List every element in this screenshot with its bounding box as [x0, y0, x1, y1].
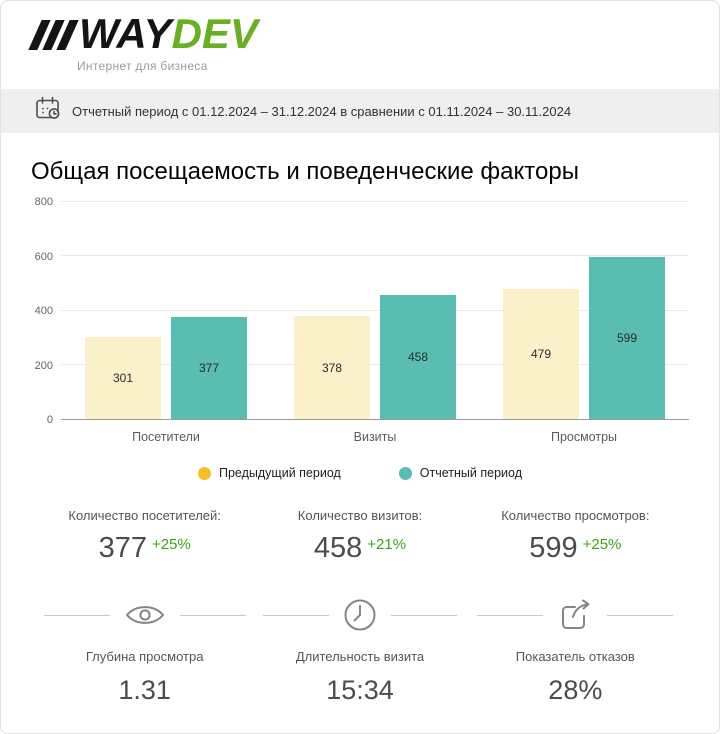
metric-value: 1.31 [118, 675, 171, 705]
metrics-row: Глубина просмотра 1.31 Длительность визи… [37, 597, 683, 706]
metric-divider [252, 597, 467, 633]
logo-slashes-icon [28, 19, 79, 52]
x-axis-label: Визиты [353, 430, 397, 444]
bar-value-label: 378 [321, 360, 343, 375]
legend-item-current: Отчетный период [398, 466, 522, 480]
clock-icon [343, 597, 377, 633]
period-bar: Отчетный период с 01.12.2024 – 31.12.202… [1, 89, 719, 133]
gridline [61, 363, 689, 365]
y-tick-label: 200 [34, 359, 53, 372]
metric-label: Глубина просмотра [85, 649, 204, 664]
eye-icon [124, 597, 166, 633]
logo[interactable]: WAYDEV Интернет для бизнеса [28, 10, 258, 73]
stat-delta: +21% [367, 536, 407, 553]
metric-value: 15:34 [326, 675, 394, 705]
bar-previous-period: 378 [294, 316, 370, 419]
x-axis-label: Посетители [132, 430, 200, 444]
metric-label: Длительность визита [295, 649, 425, 664]
stat-delta: +25% [582, 536, 622, 553]
metric-depth: Глубина просмотра 1.31 [37, 597, 252, 706]
chart-legend: Предыдущий период Отчетный период [1, 466, 719, 480]
bar-group: 378 458 [294, 202, 456, 419]
legend-item-previous: Предыдущий период [198, 466, 341, 480]
bar-current-period: 458 [380, 294, 456, 419]
calendar-icon [35, 96, 61, 127]
gridline [61, 255, 689, 257]
bar-previous-period: 301 [85, 337, 161, 419]
bar-group: 479 599 [503, 202, 665, 419]
y-tick-label: 0 [46, 414, 53, 426]
metric-value: 28% [548, 675, 603, 705]
chart-x-labels: Посетители Визиты Просмотры [61, 430, 689, 444]
page-title: Общая посещаемость и поведенческие факто… [31, 158, 579, 185]
y-tick-label: 400 [34, 305, 53, 317]
x-axis-label: Просмотры [550, 430, 618, 444]
legend-dot-current-icon [398, 466, 412, 480]
chart-groups: 301 377 378 458 479 599 [61, 202, 689, 419]
bar-previous-period: 479 [503, 289, 579, 419]
bar-group: 301 377 [85, 202, 247, 419]
metric-duration: Длительность визита 15:34 [252, 597, 467, 706]
stat-pageviews: Количество просмотров: 599 +25% [468, 508, 683, 565]
gridline [61, 201, 689, 202]
stat-label: Количество визитов: [297, 508, 423, 523]
metric-divider [37, 597, 252, 633]
gridline [61, 309, 689, 311]
legend-label-current: Отчетный период [419, 466, 522, 480]
chart-plot: 301 377 378 458 479 599 [61, 201, 689, 420]
stat-value: 599 [529, 532, 578, 564]
stat-value: 377 [98, 532, 147, 564]
bar-value-label: 301 [112, 371, 134, 386]
header: WAYDEV Интернет для бизнеса [1, 1, 719, 89]
legend-label-previous: Предыдущий период [219, 466, 341, 480]
logo-tagline: Интернет для бизнеса [77, 58, 208, 73]
metric-divider [468, 597, 683, 633]
bar-value-label: 377 [198, 360, 220, 375]
bar-value-label: 479 [530, 347, 552, 362]
stat-visitors: Количество посетителей: 377 +25% [37, 508, 252, 565]
logo-text: WAYDEV [79, 10, 258, 58]
bar-value-label: 599 [616, 330, 638, 345]
metric-label: Показатель отказов [515, 649, 635, 664]
bar-current-period: 599 [589, 256, 665, 419]
period-text: Отчетный период с 01.12.2024 – 31.12.202… [72, 103, 572, 119]
bar-value-label: 458 [407, 349, 429, 364]
y-tick-label: 800 [34, 196, 53, 208]
bounce-icon [557, 597, 593, 633]
traffic-chart: 0 200 400 600 800 301 377 378 458 479 599 Посетит… [31, 196, 689, 444]
legend-dot-previous-icon [198, 466, 211, 480]
stat-label: Количество посетителей: [68, 508, 221, 523]
stat-value: 458 [313, 532, 363, 564]
stat-delta: +25% [151, 536, 191, 553]
stat-visits: Количество визитов: 458 +21% [252, 508, 467, 565]
stats-row: Количество посетителей: 377 +25% Количест… [37, 508, 683, 565]
bar-current-period: 377 [171, 316, 247, 419]
stat-label: Количество просмотров: [501, 508, 650, 523]
y-tick-label: 600 [34, 250, 53, 263]
chart-y-axis: 0 200 400 600 800 [31, 196, 61, 426]
metric-bounce: Показатель отказов 28% [468, 597, 683, 706]
